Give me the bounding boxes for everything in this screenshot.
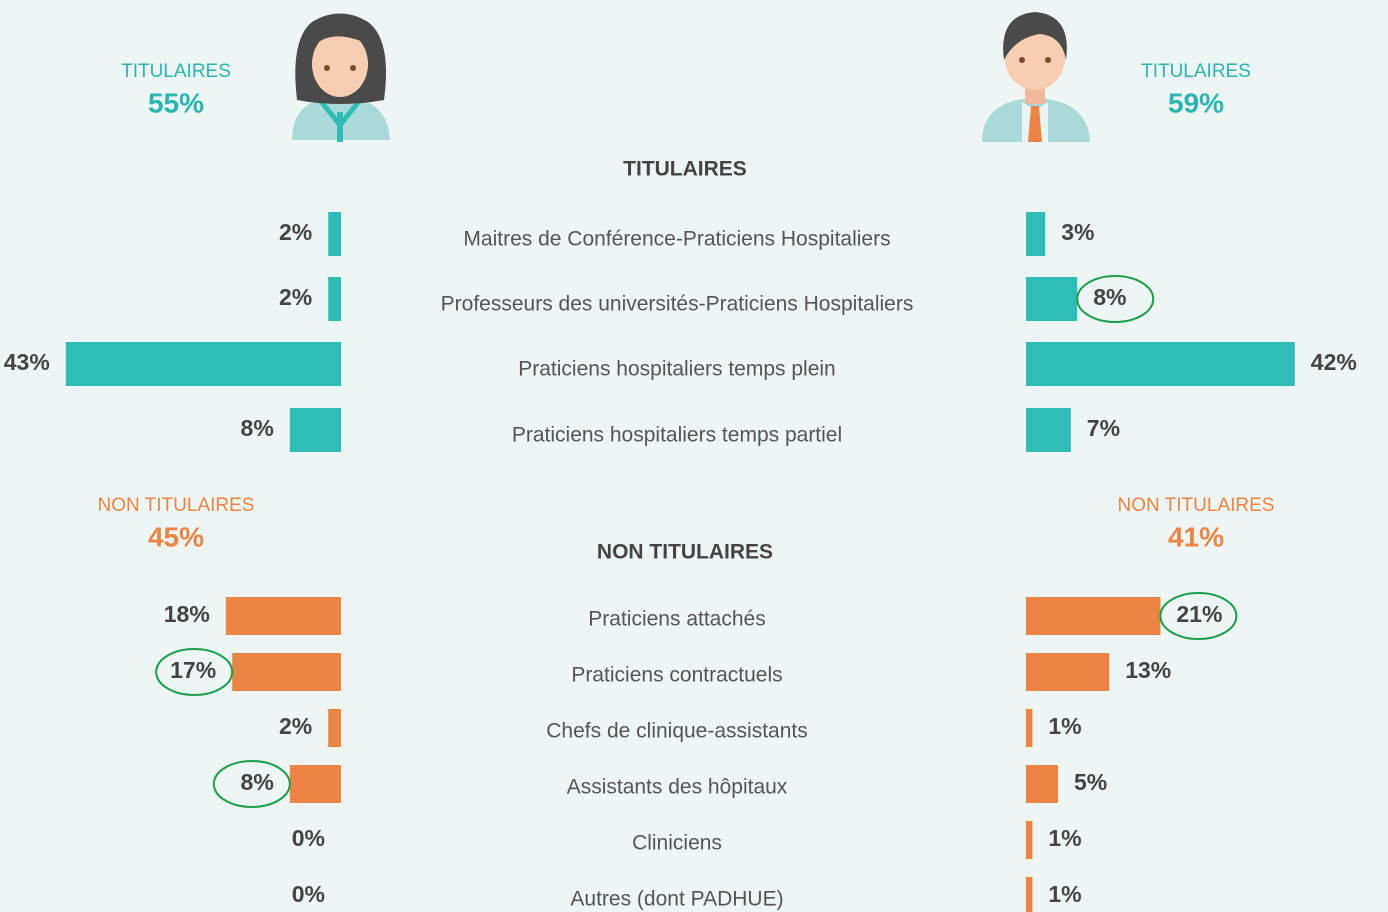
value-label: 21% <box>1176 601 1222 627</box>
bar <box>1026 408 1071 452</box>
section-title: NON TITULAIRES <box>597 541 773 564</box>
value-label: 18% <box>164 601 210 627</box>
category-label: Praticiens hospitaliers temps plein <box>518 358 835 381</box>
category-label: Autres (dont PADHUE) <box>570 888 783 911</box>
category-label: Chefs de clinique-assistants <box>546 720 807 743</box>
value-label: 3% <box>1061 219 1094 245</box>
category-label: Maitres de Conférence-Praticiens Hospita… <box>463 228 890 251</box>
bar <box>328 709 341 747</box>
category-label: Praticiens attachés <box>588 608 765 631</box>
value-label: 7% <box>1087 415 1120 441</box>
value-label: 42% <box>1311 349 1357 375</box>
value-label: 2% <box>279 284 312 310</box>
highlight-circle <box>212 760 291 808</box>
category-label: Praticiens contractuels <box>571 664 782 687</box>
group-label: NON TITULAIRES <box>1118 495 1275 516</box>
category-label: Praticiens hospitaliers temps partiel <box>512 424 842 447</box>
bar <box>328 277 341 321</box>
category-label: Professeurs des universités-Praticiens H… <box>441 293 914 316</box>
group-total: 55% <box>148 87 204 118</box>
bar <box>1026 277 1078 321</box>
bar <box>289 408 341 452</box>
highlight-circle <box>1159 592 1238 640</box>
bar <box>65 342 342 386</box>
value-label: 1% <box>1048 713 1081 739</box>
highlight-circle <box>155 648 234 696</box>
category-label: Cliniciens <box>632 832 722 855</box>
bar <box>1026 342 1295 386</box>
bar <box>1026 212 1046 256</box>
highlight-circle <box>1076 275 1155 323</box>
category-label: Assistants des hôpitaux <box>567 776 788 799</box>
value-label: 13% <box>1125 657 1171 683</box>
bar <box>1026 765 1058 803</box>
group-label: TITULAIRES <box>1141 61 1251 82</box>
bar <box>289 765 341 803</box>
bar <box>1026 709 1033 747</box>
value-label: 1% <box>1048 881 1081 907</box>
value-label: 5% <box>1074 769 1107 795</box>
group-label: TITULAIRES <box>121 61 231 82</box>
value-label: 17% <box>170 657 216 683</box>
group-total: 41% <box>1168 521 1224 552</box>
bar <box>1026 653 1110 691</box>
bar <box>1026 821 1033 859</box>
value-label: 2% <box>279 219 312 245</box>
value-label: 8% <box>241 415 274 441</box>
bar <box>1026 597 1161 635</box>
bar <box>1026 877 1033 912</box>
value-label: 8% <box>1093 284 1126 310</box>
bar <box>232 653 341 691</box>
value-label: 8% <box>241 769 274 795</box>
woman-icon <box>292 13 390 142</box>
value-label: 0% <box>292 825 325 851</box>
bar <box>328 212 341 256</box>
group-total: 59% <box>1168 87 1224 118</box>
group-total: 45% <box>148 521 204 552</box>
section-title: TITULAIRES <box>623 158 747 181</box>
value-label: 0% <box>292 881 325 907</box>
value-label: 43% <box>4 349 50 375</box>
value-label: 2% <box>279 713 312 739</box>
value-label: 1% <box>1048 825 1081 851</box>
bar <box>225 597 341 635</box>
man-icon <box>982 12 1090 142</box>
group-label: NON TITULAIRES <box>98 495 255 516</box>
